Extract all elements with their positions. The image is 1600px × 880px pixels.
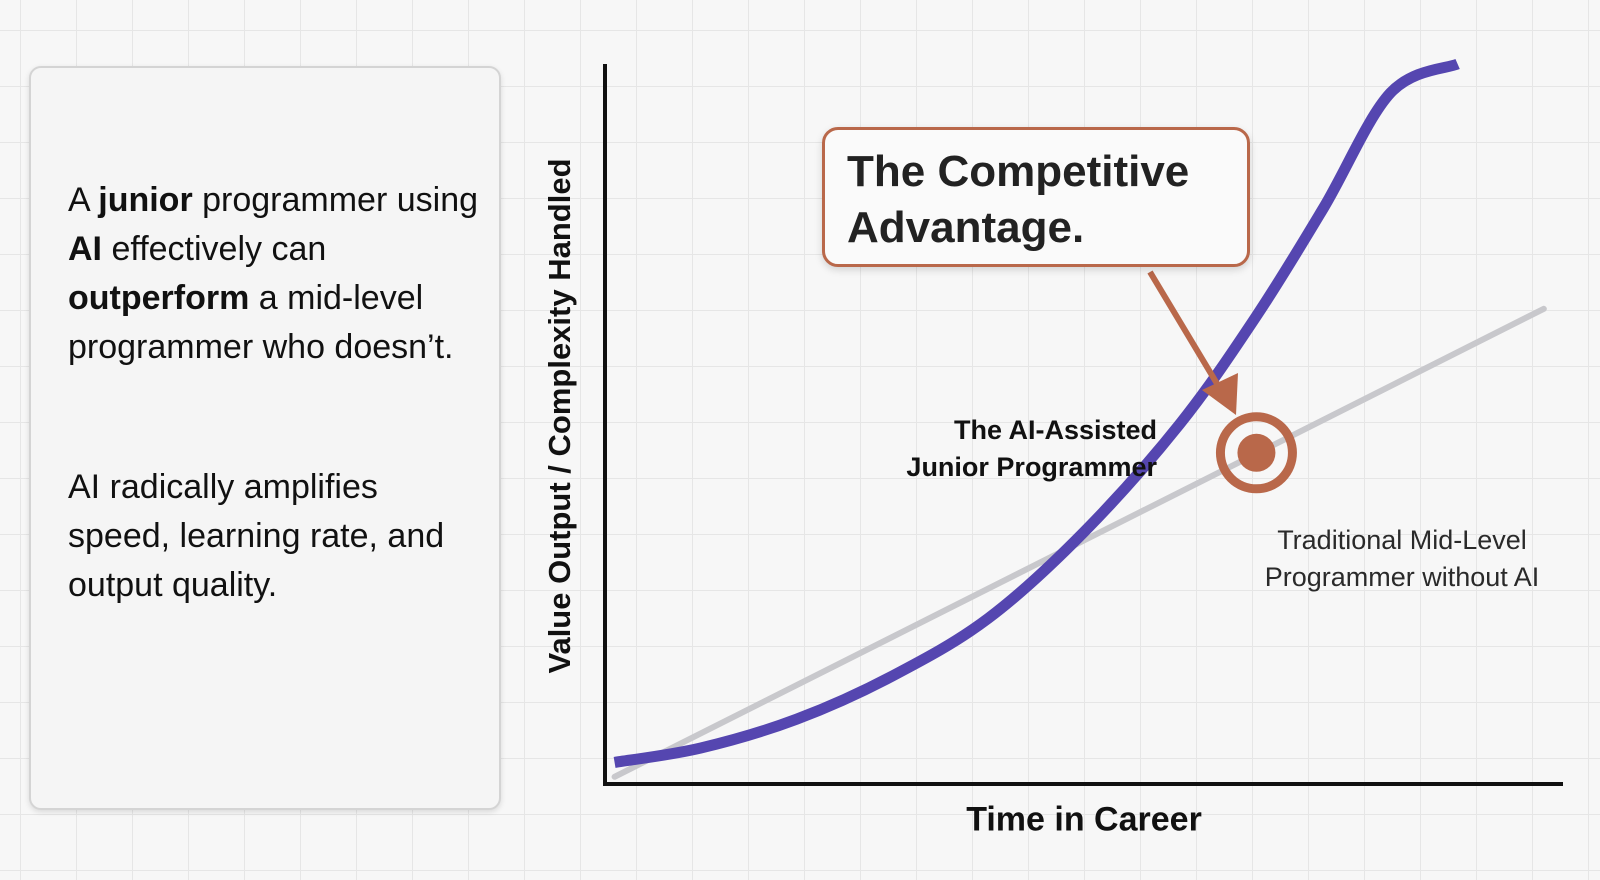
crossover-marker-dot xyxy=(1237,433,1276,472)
callout-line-1: The Competitive xyxy=(847,147,1190,196)
statement-text: effectively can xyxy=(102,230,327,268)
y-axis-label: Value Output / Complexity Handled xyxy=(542,158,577,674)
ai-label-line-1: The AI-Assisted xyxy=(953,415,1157,445)
emphasis-text: AI xyxy=(68,230,102,268)
callout-line-2: Advantage. xyxy=(847,203,1085,252)
text-panel: A junior programmer using AI effectively… xyxy=(29,66,501,810)
emphasis-text: junior xyxy=(98,181,193,219)
statement-text: A xyxy=(68,181,99,219)
x-axis-label: Time in Career xyxy=(966,800,1202,839)
ai-series-label: The AI-Assisted Junior Programmer xyxy=(906,412,1157,486)
competitive-advantage-callout: The Competitive Advantage. xyxy=(822,127,1250,267)
statement-text: a mid-level programmer who doesn’t. xyxy=(68,279,454,366)
callout-arrow-shaft xyxy=(1147,270,1225,394)
trad-label-line-2: Programmer without AI xyxy=(1264,562,1540,592)
statement-text: programmer using xyxy=(192,181,479,219)
emphasis-text: outperform xyxy=(68,279,250,317)
main-statement: A junior programmer using AI effectively… xyxy=(68,176,488,372)
callout-arrow-head xyxy=(1202,373,1238,415)
supporting-statement: AI radically amplifies speed, learning r… xyxy=(68,468,445,604)
series-ai-assisted-line xyxy=(613,58,1460,768)
ai-label-line-2: Junior Programmer xyxy=(906,452,1157,482)
crossover-marker-ring xyxy=(1215,412,1297,494)
traditional-series-label: Traditional Mid-Level Programmer without… xyxy=(1222,522,1582,596)
trad-label-line-1: Traditional Mid-Level xyxy=(1277,525,1527,555)
